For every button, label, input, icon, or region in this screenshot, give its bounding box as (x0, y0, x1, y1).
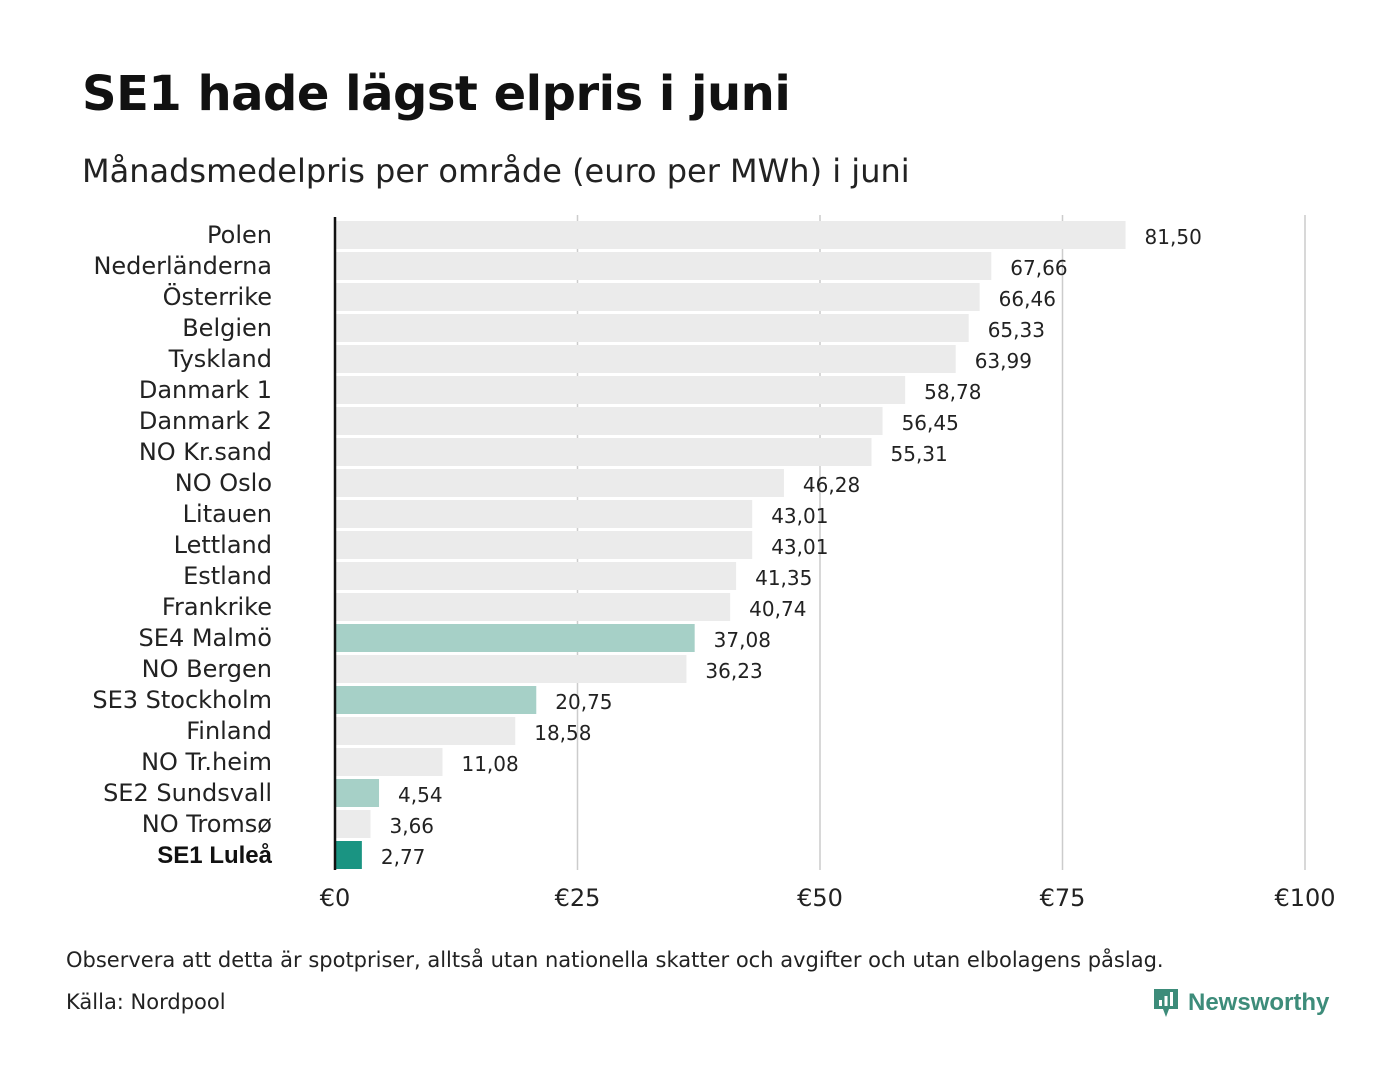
value-label: 18,58 (534, 721, 591, 745)
category-label: NO Oslo (175, 469, 272, 497)
value-label: 20,75 (555, 690, 612, 714)
category-label: NO Bergen (142, 655, 272, 683)
bar (336, 469, 784, 497)
category-label: Litauen (183, 500, 272, 528)
category-label: Lettland (174, 531, 272, 559)
category-label: SE3 Stockholm (92, 686, 272, 714)
x-tick-label: €100 (1274, 884, 1335, 912)
newsworthy-logo-icon (1154, 989, 1178, 1017)
value-label: 58,78 (924, 380, 981, 404)
brand-name: Newsworthy (1188, 989, 1330, 1016)
category-label: SE2 Sundsvall (103, 779, 272, 807)
bar (336, 593, 731, 621)
category-label: Danmark 2 (139, 407, 272, 435)
x-tick-label: €0 (320, 884, 351, 912)
bar (336, 283, 980, 311)
value-label: 2,77 (381, 845, 426, 869)
value-label: 63,99 (975, 349, 1032, 373)
value-label: 66,46 (999, 287, 1056, 311)
chart-subtitle: Månadsmedelpris per område (euro per MWh… (82, 152, 910, 190)
bar (336, 686, 537, 714)
bar (336, 748, 443, 776)
bar (336, 779, 380, 807)
category-label: NO Kr.sand (139, 438, 272, 466)
bar (336, 531, 753, 559)
category-label: Belgien (182, 314, 272, 342)
bar (336, 500, 753, 528)
value-label: 41,35 (755, 566, 812, 590)
value-label: 37,08 (714, 628, 771, 652)
bar (336, 345, 956, 373)
x-tick-label: €75 (1040, 884, 1086, 912)
bar (336, 655, 687, 683)
category-label: NO Tr.heim (141, 748, 272, 776)
value-label: 11,08 (461, 752, 518, 776)
bar (336, 841, 362, 869)
category-label: SE4 Malmö (139, 624, 272, 652)
bars (336, 221, 1126, 869)
category-label: NO Tromsø (142, 810, 272, 838)
bar (336, 717, 516, 745)
value-label: 65,33 (988, 318, 1045, 342)
value-label: 55,31 (891, 442, 948, 466)
source-note: Källa: Nordpool (66, 990, 226, 1014)
bar (336, 562, 737, 590)
bar (336, 810, 371, 838)
value-label: 36,23 (705, 659, 762, 683)
value-label: 40,74 (749, 597, 806, 621)
category-label: Tyskland (168, 345, 272, 373)
category-label: Österrike (163, 282, 272, 311)
bar (336, 252, 992, 280)
bar (336, 407, 883, 435)
bar (336, 314, 969, 342)
bar (336, 624, 695, 652)
category-label: Estland (183, 562, 272, 590)
value-labels: 81,50 67,66 66,46 65,33 63,99 58,78 56,45 55,31… (381, 225, 1202, 869)
bar (336, 376, 906, 404)
value-label: 81,50 (1145, 225, 1202, 249)
footnote: Observera att detta är spotpriser, allts… (66, 948, 1164, 972)
value-label: 67,66 (1010, 256, 1067, 280)
value-label: 43,01 (771, 504, 828, 528)
chart-title: SE1 hade lägst elpris i juni (82, 66, 791, 122)
category-label: SE1 Luleå (157, 842, 272, 869)
bar (336, 438, 872, 466)
x-tick-label: €25 (555, 884, 601, 912)
value-label: 4,54 (398, 783, 443, 807)
value-label: 46,28 (803, 473, 860, 497)
brand-logo: Newsworthy (1152, 986, 1329, 1020)
bar (336, 221, 1126, 249)
category-label: Polen (207, 221, 272, 249)
category-label: Nederländerna (93, 252, 272, 280)
x-axis-ticks: €0 €25 €50 €75 €100 (320, 884, 1336, 912)
value-label: 3,66 (390, 814, 435, 838)
category-label: Frankrike (162, 593, 272, 621)
category-label: Finland (186, 717, 272, 745)
x-tick-label: €50 (797, 884, 843, 912)
category-label: Danmark 1 (139, 376, 272, 404)
value-label: 43,01 (771, 535, 828, 559)
value-label: 56,45 (902, 411, 959, 435)
